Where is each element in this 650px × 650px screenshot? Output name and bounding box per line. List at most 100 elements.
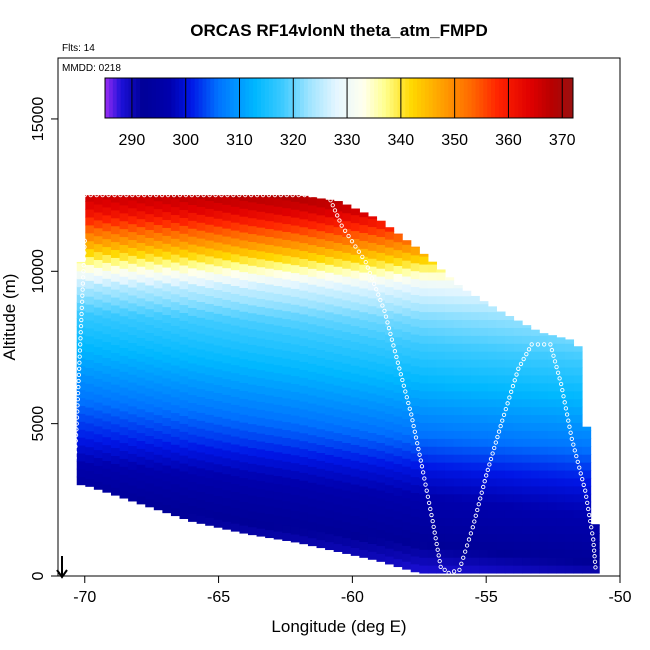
flight-track-point (591, 542, 596, 548)
heatmap-cell (188, 370, 198, 380)
heatmap-cell (256, 234, 266, 244)
heatmap-cell (205, 279, 215, 289)
flight-track-point (213, 192, 218, 198)
heatmap-cell (162, 393, 172, 403)
heatmap-cell (350, 420, 360, 430)
heatmap-cell (367, 408, 378, 418)
flight-track-point (332, 208, 338, 213)
heatmap-cell (367, 400, 378, 410)
heatmap-cell (427, 493, 438, 503)
heatmap-cell (136, 274, 146, 283)
heatmap-cell (470, 454, 480, 463)
heatmap-cell (470, 485, 480, 495)
heatmap-cell (316, 507, 326, 517)
heatmap-cell (522, 374, 532, 384)
heatmap-cell (273, 309, 283, 318)
flight-track-point (479, 490, 484, 495)
colorbar-swatch (346, 78, 352, 118)
colorbar-swatch (342, 78, 348, 118)
heatmap-cell (504, 557, 515, 566)
heatmap-cell (573, 390, 583, 400)
heatmap-cell (402, 299, 412, 309)
heatmap-cell (102, 373, 112, 382)
heatmap-cell (496, 359, 506, 368)
heatmap-cell (188, 378, 198, 388)
flight-track-point (346, 233, 351, 239)
heatmap-cell (376, 505, 386, 515)
heatmap-cell (299, 424, 309, 434)
heatmap-cell (205, 422, 215, 431)
flight-track-point (403, 389, 408, 394)
heatmap-cell (325, 295, 335, 305)
heatmap-cell (333, 527, 343, 537)
heatmap-cell (265, 410, 275, 420)
y-tick-label: 10000 (30, 249, 47, 294)
heatmap-cell (256, 250, 266, 260)
heatmap-cell (102, 412, 112, 422)
heatmap-cell (419, 343, 429, 352)
flight-track-point (418, 458, 423, 463)
heatmap-cell (547, 335, 557, 336)
flight-track-point (529, 342, 534, 347)
colorbar-swatch (171, 78, 176, 118)
flight-track-point (567, 424, 572, 429)
heatmap-cell (205, 469, 215, 479)
heatmap-cell (325, 216, 335, 226)
colorbar-swatch (420, 78, 426, 118)
heatmap-cell (196, 420, 206, 429)
heatmap-cell (479, 303, 489, 313)
heatmap-cell (119, 363, 129, 372)
heatmap-cell (230, 388, 241, 397)
flight-track-point (397, 366, 402, 371)
heatmap-cell (564, 565, 575, 574)
heatmap-cell (316, 293, 326, 303)
heatmap-cell (462, 565, 472, 574)
heatmap-cell (136, 416, 146, 426)
heatmap-cell (213, 503, 223, 512)
heatmap-cell (342, 204, 352, 214)
heatmap-cell (179, 352, 189, 361)
heatmap-cell (462, 501, 472, 511)
heatmap-cell (376, 402, 386, 412)
heatmap-cell (265, 363, 275, 372)
flight-track-point (363, 259, 368, 265)
heatmap-cell (367, 527, 378, 537)
heatmap-cell (342, 323, 352, 333)
heatmap-cell (102, 333, 112, 343)
heatmap-cell (248, 518, 258, 528)
heatmap-cell (547, 422, 557, 431)
heatmap-cell (479, 311, 489, 321)
heatmap-cell (239, 263, 249, 273)
heatmap-cell (119, 331, 129, 341)
heatmap-cell (385, 508, 395, 517)
heatmap-cell (256, 211, 266, 220)
flight-track-point (503, 406, 508, 412)
heatmap-cell (93, 346, 104, 356)
heatmap-cell (153, 279, 163, 289)
heatmap-cell (547, 438, 557, 447)
heatmap-cell (419, 454, 429, 463)
heatmap-cell (496, 525, 506, 534)
heatmap-cell (342, 450, 352, 459)
x-tick-label: -65 (207, 589, 230, 606)
heatmap-cell (153, 343, 163, 352)
heatmap-cell (410, 500, 420, 509)
heatmap-cell (222, 386, 232, 395)
heatmap-cell (256, 266, 266, 276)
heatmap-cell (367, 448, 378, 457)
heatmap-cell (350, 333, 360, 342)
heatmap-cell (196, 301, 206, 310)
heatmap-cell (393, 479, 403, 488)
heatmap-cell (290, 351, 300, 361)
heatmap-cell (393, 233, 403, 235)
heatmap-cell (342, 244, 352, 253)
heatmap-cell (145, 419, 155, 429)
heatmap-cell (462, 351, 472, 360)
flight-track-point (136, 192, 141, 198)
heatmap-cell (76, 437, 86, 446)
heatmap-cell (196, 238, 206, 247)
heatmap-cell (487, 414, 497, 424)
heatmap-cell (273, 261, 283, 271)
heatmap-cell (530, 446, 540, 455)
heatmap-cell (170, 452, 181, 461)
